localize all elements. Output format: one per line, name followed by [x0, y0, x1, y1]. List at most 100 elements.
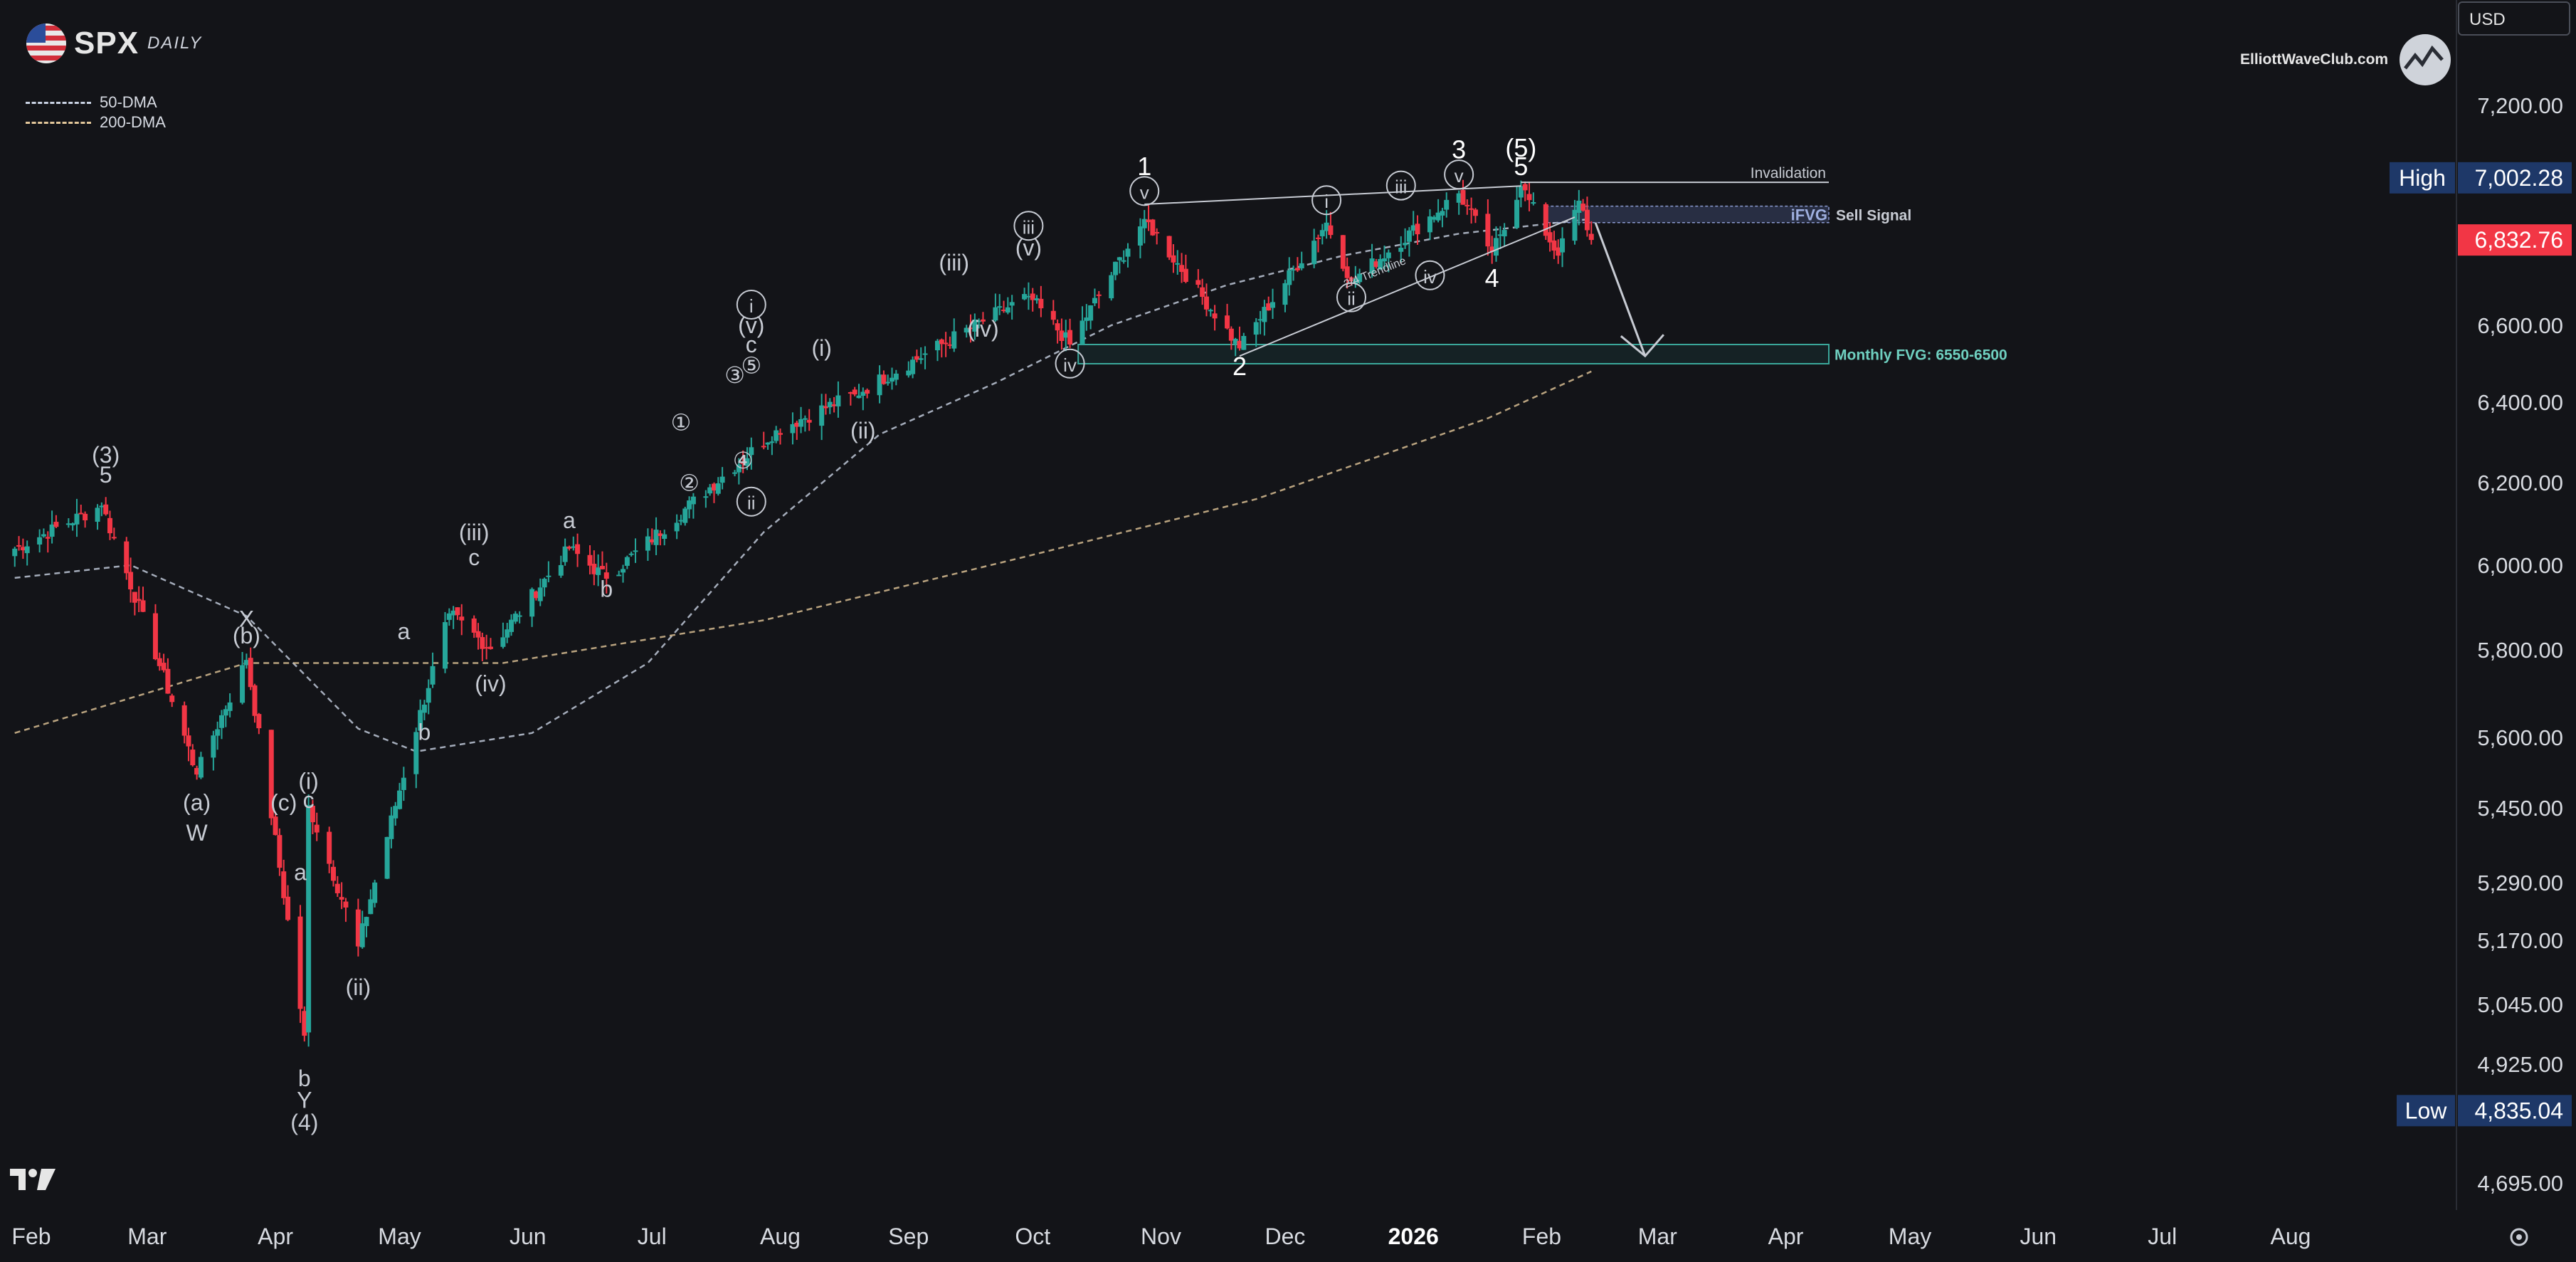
- axis-settings-button[interactable]: [2505, 1223, 2533, 1251]
- y-tick-label: 7,200.00: [2477, 93, 2563, 118]
- candle-body: [774, 430, 779, 441]
- projection-arrow-head: [1620, 334, 1664, 358]
- candle-body: [1262, 307, 1267, 322]
- wave-label: 5: [1514, 152, 1528, 181]
- candle-body: [533, 591, 539, 599]
- candle-body: [1547, 232, 1553, 243]
- candle-body: [103, 504, 109, 515]
- candle-body: [1518, 186, 1524, 198]
- candle-body: [128, 572, 134, 590]
- high-label-tag: [2390, 162, 2455, 194]
- candle-body: [268, 730, 274, 819]
- candle-body: [334, 883, 340, 893]
- y-tick-label: 5,800.00: [2477, 638, 2563, 663]
- candle-body: [475, 631, 481, 638]
- candle-body: [972, 319, 978, 332]
- candle-body: [1232, 339, 1238, 344]
- candle-body: [484, 647, 490, 649]
- candle-body: [587, 554, 593, 566]
- candle-body: [628, 553, 634, 555]
- high-value-tag: [2458, 162, 2572, 194]
- wave-label: X: [239, 606, 254, 631]
- candle-body: [459, 616, 465, 621]
- legend-item-50dma: 50-DMA: [26, 93, 166, 112]
- candle-body: [649, 539, 655, 542]
- candle-body: [1175, 263, 1181, 265]
- candle-body: [1154, 232, 1160, 234]
- wave-label: 2: [1232, 352, 1247, 381]
- invalidation-label: Invalidation: [1751, 165, 1826, 182]
- candle-body: [372, 882, 378, 903]
- candle-body: [575, 544, 581, 554]
- trendline-2-4: [1239, 216, 1575, 357]
- candle-body: [1022, 294, 1028, 300]
- candle-body: [653, 530, 659, 545]
- currency-selector[interactable]: USD: [2458, 1, 2570, 36]
- x-tick-label: Mar: [127, 1224, 167, 1249]
- tradingview-logo-icon: [10, 1169, 56, 1190]
- candle-body: [1514, 199, 1520, 228]
- candle-body: [16, 545, 22, 547]
- candle-body: [1121, 260, 1126, 262]
- candle-body: [1403, 243, 1408, 246]
- candle-body: [645, 536, 650, 551]
- candle-body: [621, 569, 626, 573]
- x-tick-label: May: [378, 1224, 421, 1249]
- ticker-header: SPX DAILY: [24, 21, 202, 65]
- wave-label-circle: [1415, 260, 1445, 290]
- wave-label: (iv): [967, 316, 998, 342]
- y-tick-label: 5,170.00: [2477, 928, 2563, 953]
- candle-body: [78, 512, 84, 515]
- brand-logo-icon: [2400, 34, 2451, 85]
- x-tick-label: Jul: [638, 1224, 667, 1249]
- wave-label: (i): [298, 769, 318, 794]
- us-flag-icon: [26, 23, 66, 63]
- wave-label: iv: [1063, 354, 1077, 376]
- candle-body: [947, 344, 953, 346]
- candle-body: [591, 564, 597, 574]
- wave-label: v: [1140, 182, 1149, 203]
- candle-body: [1415, 224, 1420, 235]
- candle-body: [1200, 287, 1205, 298]
- candle-body: [1088, 305, 1094, 321]
- candle-body: [1208, 310, 1213, 312]
- candle-body: [1373, 261, 1379, 267]
- candle-body: [1137, 226, 1143, 246]
- candle-body: [517, 615, 522, 617]
- candle-body: [1435, 212, 1441, 221]
- candle-body: [914, 356, 919, 360]
- candle-body: [218, 715, 224, 728]
- candle-body: [831, 404, 837, 406]
- candle-body: [744, 458, 750, 466]
- candle-body: [749, 447, 754, 456]
- candle-body: [83, 513, 88, 520]
- candle-body: [49, 524, 55, 537]
- candle-body: [1444, 199, 1450, 210]
- dma200-line: [14, 370, 1592, 734]
- candle-body: [1543, 204, 1548, 236]
- candle-body: [41, 534, 46, 537]
- x-tick-label: Feb: [11, 1224, 51, 1249]
- candle-body: [542, 579, 547, 588]
- candle-body: [674, 522, 680, 532]
- candle-body: [1067, 330, 1073, 345]
- candle-body: [243, 660, 249, 666]
- candle-body: [500, 637, 506, 647]
- candle-body: [198, 757, 204, 778]
- ticker-symbol: SPX: [74, 26, 139, 61]
- wave-label-circle: [1055, 348, 1085, 379]
- candle-body: [603, 572, 609, 579]
- candle-body: [339, 897, 344, 900]
- x-tick-label: Jul: [2148, 1224, 2177, 1249]
- candle-body: [1472, 209, 1478, 216]
- candle-body: [769, 441, 775, 443]
- candle-body: [161, 663, 167, 671]
- candle-body: [736, 464, 741, 473]
- candle-body: [1353, 278, 1358, 284]
- y-tick-label: 6,400.00: [2477, 390, 2563, 415]
- candle-body: [1092, 298, 1097, 304]
- legend-swatch-50dma: [26, 101, 91, 104]
- candle-body: [624, 557, 630, 566]
- candle-body: [446, 613, 452, 620]
